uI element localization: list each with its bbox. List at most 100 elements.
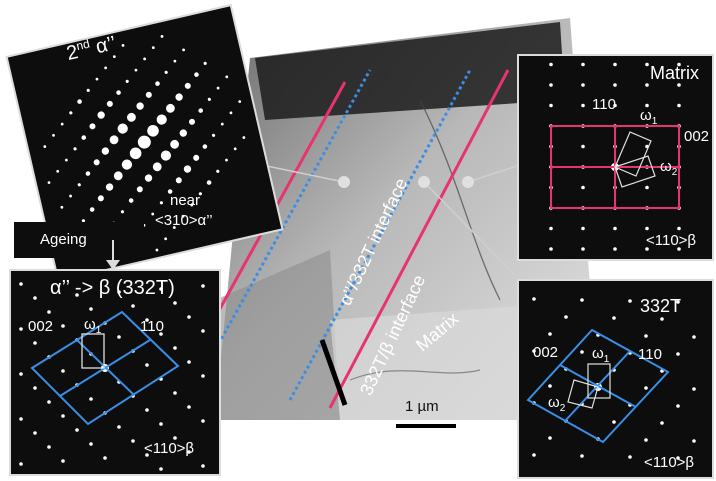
diffraction-spot: [172, 226, 176, 229]
diffraction-spot: [692, 335, 696, 339]
diffraction-spot: [117, 425, 121, 429]
alpha2-title-rest: α’’: [88, 32, 119, 60]
diffraction-spot: [105, 183, 114, 191]
transform-omega-box: [81, 333, 105, 369]
diffraction-spot: [532, 453, 536, 457]
diffraction-spot: [73, 147, 77, 151]
matrix-omega1: ω1: [640, 107, 657, 127]
diffraction-spot: [159, 332, 163, 336]
diffraction-spot: [242, 136, 246, 139]
diffraction-spot: [187, 360, 191, 364]
diffraction-spot: [175, 177, 182, 184]
diffraction-spot: [225, 158, 228, 162]
diffraction-spot: [61, 369, 65, 373]
diffraction-spot: [155, 81, 160, 86]
diffraction-spot: [549, 226, 553, 231]
matrix-omega2-sub: 2: [671, 167, 678, 178]
diffraction-spot: [183, 165, 192, 173]
diffraction-spot: [97, 111, 105, 119]
alpha2-near: near: [170, 192, 201, 209]
diffraction-spot: [532, 297, 536, 301]
ageing-label: Ageing: [40, 231, 87, 248]
diffraction-spot: [160, 150, 172, 161]
diffraction-spot: [580, 298, 584, 302]
twin-idx-110: 110: [638, 346, 662, 363]
diffraction-spot: [125, 79, 129, 83]
diffraction-spot: [645, 83, 649, 87]
diffraction-spot: [75, 293, 79, 297]
diffraction-spot: [173, 301, 177, 305]
diffraction-spot: [628, 455, 632, 459]
diffraction-spot: [121, 43, 125, 47]
diffraction-spot: [644, 334, 648, 338]
marker-dot-2: [418, 176, 430, 188]
diffraction-spot: [97, 195, 104, 202]
twin-omega2-sym: ω: [548, 394, 560, 411]
diffraction-spot: [131, 304, 135, 308]
diffraction-spot: [47, 181, 51, 184]
twin-omega1-sub: 1: [603, 354, 610, 365]
diffraction-spot: [198, 192, 202, 196]
diffraction-spot: [60, 205, 64, 209]
diffraction-spot: [676, 352, 680, 356]
diffraction-spot: [95, 77, 99, 81]
diffraction-spot: [89, 207, 95, 212]
transform-lattice-mid-2: [76, 339, 134, 395]
diffraction-spot: [104, 66, 108, 70]
diffraction-spot: [61, 459, 65, 463]
blue-dotted-line-left: [205, 69, 372, 366]
diffraction-spot: [155, 248, 159, 252]
ageing-arrow-head: [106, 260, 120, 270]
diffraction-spot: [182, 48, 185, 52]
ageing-box: [14, 222, 144, 258]
diffraction-spot: [136, 102, 144, 110]
twin-omega1-box: [587, 363, 611, 399]
transform-idx-002: 002: [28, 318, 54, 335]
transform-omega1: ω1: [84, 316, 101, 336]
diffraction-spot: [613, 103, 617, 108]
diffraction-spot: [549, 247, 553, 251]
diffraction-spot: [548, 384, 552, 388]
diffraction-spot: [61, 414, 65, 418]
panel-matrix: [517, 54, 714, 261]
transform-idx-110: 110: [140, 318, 164, 335]
diffraction-spot: [47, 445, 51, 449]
diffraction-spot: [109, 135, 119, 145]
matrix-idx-110: 110: [592, 96, 616, 113]
diffraction-spot: [164, 237, 168, 241]
diffraction-spot: [106, 100, 113, 107]
twin-title: 332T: [640, 296, 682, 316]
diffraction-spot: [159, 287, 163, 291]
diffraction-spot: [644, 438, 648, 442]
twin-lattice-outer: [526, 328, 670, 444]
diffraction-spot: [19, 282, 23, 286]
diffraction-spot: [677, 226, 681, 231]
diffraction-spot: [564, 315, 568, 319]
diffraction-spot: [166, 103, 175, 113]
diffraction-spot: [216, 169, 220, 173]
diffraction-spot: [677, 83, 681, 87]
diffraction-spot: [201, 329, 205, 333]
matrix-omega2-box: [614, 155, 656, 188]
diffraction-spot: [127, 112, 136, 122]
matrix-omega1-sub: 1: [651, 116, 658, 127]
diffraction-spot: [187, 405, 191, 409]
diffraction-spot: [206, 180, 212, 185]
diffraction-spot: [203, 61, 207, 65]
diffraction-spot: [152, 162, 162, 172]
diffraction-spot: [581, 83, 585, 87]
diffraction-spot: [159, 467, 163, 471]
diffraction-spot: [645, 226, 649, 231]
diffraction-spot: [151, 212, 155, 216]
diffraction-spot: [612, 420, 616, 424]
diffraction-spot: [89, 307, 93, 311]
diffraction-spot: [77, 183, 81, 187]
diffraction-spot: [69, 194, 72, 198]
diffraction-spot: [628, 299, 632, 303]
diffraction-spot: [43, 145, 47, 148]
diffraction-spot: [117, 335, 121, 339]
diffraction-spot: [580, 454, 584, 458]
diffraction-spot: [198, 108, 203, 113]
